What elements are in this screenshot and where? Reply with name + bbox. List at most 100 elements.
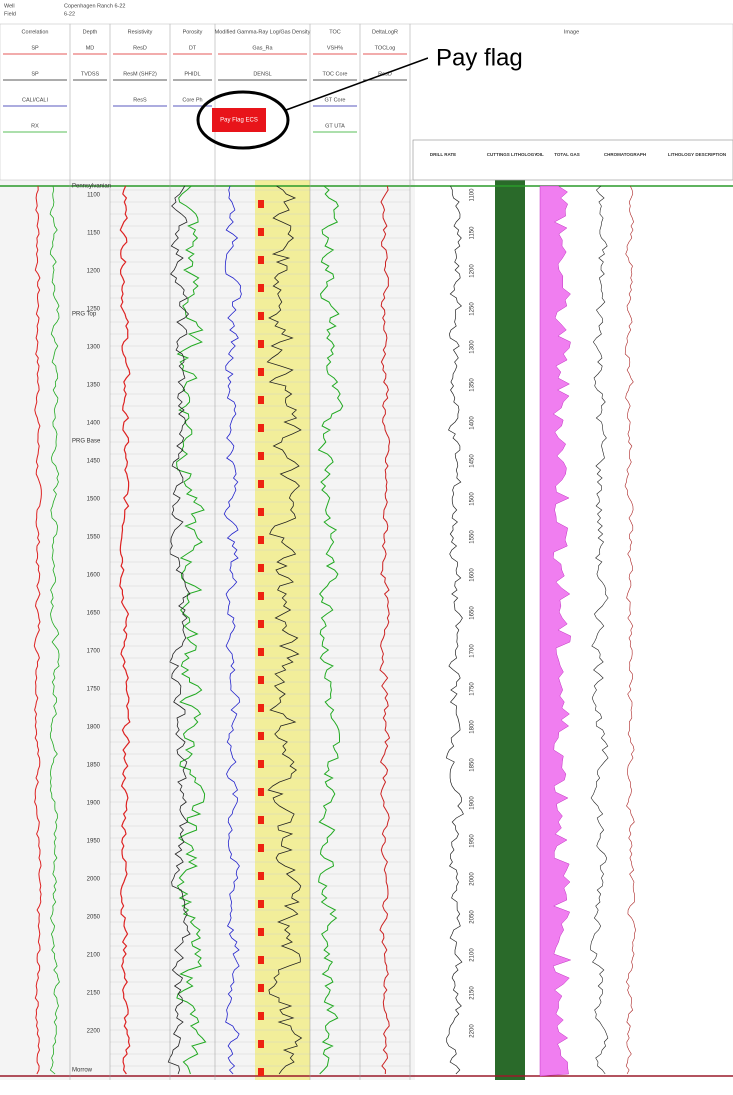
callout-text: Pay flag [436,44,523,71]
depth-label: 1250 [470,302,476,316]
curve-name: TOC Core [323,71,348,77]
pay-flag-tick [258,900,264,908]
log-curve [445,185,464,1075]
pay-flag-tick [258,256,264,264]
depth-label: 2100 [87,953,101,959]
pay-flag-tick [258,676,264,684]
pay-flag-tick [258,984,264,992]
curve-name: SP [31,71,39,77]
track-title: TOC [329,29,341,35]
formation-top: Pennsylvanian [72,184,111,190]
curve-name: CALI/CALI [22,97,48,103]
depth-label: 1800 [470,720,476,734]
pay-flag-tick [258,396,264,404]
formation-top: PRG Top [72,312,97,318]
well-title: Copenhagen Ranch 6-22 [64,3,125,9]
depth-label: 2200 [470,1024,476,1038]
callout-ellipse [196,90,290,150]
mudlog-header-label: LITHOLOGY DESCRIPTION [668,152,726,157]
depth-label: 1200 [87,269,101,275]
pay-flag-box-label: Pay Flag ECS [220,118,258,124]
log-curve [266,185,303,1075]
depth-label: 1550 [87,535,101,541]
pay-flag-tick [258,284,264,292]
callout-line [285,57,429,111]
depth-label: 1300 [470,340,476,354]
log-curve [223,185,242,1075]
depth-label: 2150 [87,991,101,997]
track-title: Correlation [22,29,49,35]
pay-flag-tick [258,312,264,320]
pay-flag-tick [258,1012,264,1020]
curve-name: MD [86,45,95,51]
pay-flag-tick [258,452,264,460]
pay-flag-tick [258,536,264,544]
pay-flag-tick [258,200,264,208]
depth-label: 1250 [87,307,101,313]
pay-flag-tick [258,788,264,796]
mudlog-header-label: CUTTINGS LITHOLOGY [487,152,538,157]
depth-label: 1400 [470,416,476,430]
pay-flag-tick [258,424,264,432]
depth-label: 1750 [470,682,476,696]
formation-top: PRG Base [72,439,101,445]
pay-flag-tick [258,228,264,236]
pay-flag-tick [258,732,264,740]
mudlog-header-label: DRILL RATE [430,152,456,157]
depth-label: 1400 [87,421,101,427]
depth-label: 1950 [87,839,101,845]
track-header [409,23,733,181]
pay-flag-tick [258,956,264,964]
depth-label: 1650 [87,611,101,617]
cuttings-column [495,180,525,1080]
depth-label: 1750 [87,687,101,693]
curve-name: TOCLog [375,45,396,51]
log-curve [379,185,391,1075]
log-curve [590,185,609,1075]
depth-label: 1350 [87,383,101,389]
pay-flag-tick [258,1068,264,1076]
depth-label: 2100 [470,948,476,962]
depth-label: 1900 [87,801,101,807]
curve-name: TVDSS [81,71,100,77]
depth-label: 1200 [470,264,476,278]
depth-label: 2000 [470,872,476,886]
depth-label: 1300 [87,345,101,351]
well-label: Well [4,3,15,9]
gas-fill [539,185,572,1077]
mudlog-header-label: CHROMATOGRAPH [604,152,646,157]
curve-name: Core Ph [182,97,202,103]
depth-label: 1900 [470,796,476,810]
pay-flag-tick [258,564,264,572]
depth-label: 1450 [87,459,101,465]
track-title: Porosity [183,29,203,35]
log-curve [317,185,344,1075]
well-subtitle: 6-22 [64,11,75,17]
log-curve [33,185,42,1075]
pay-flag-tick [258,508,264,516]
pay-flag-tick [258,704,264,712]
pay-flag-tick [258,928,264,936]
depth-label: 2050 [470,910,476,924]
pay-flag-callout: Pay Flag ECS Pay flag [196,40,558,150]
depth-label: 2200 [87,1029,101,1035]
pay-flag-tick [258,340,264,348]
pay-flag-tick [258,816,264,824]
curve-name: Gas_Ra [252,45,273,51]
depth-label: 1150 [470,226,476,240]
depth-label: 2050 [87,915,101,921]
log-area [0,180,415,1080]
depth-label: 1500 [470,492,476,506]
pay-flag-tick [258,648,264,656]
curve-name: ResD [133,45,147,51]
depth-label: 1350 [470,378,476,392]
depth-label: 1600 [470,568,476,582]
curve-name: SP [31,45,39,51]
curve-name: DENSL [253,71,271,77]
track-title: Depth [83,29,98,35]
pay-flag-tick [258,368,264,376]
depth-label: 1950 [470,834,476,848]
curve-name: ResM (SHF2) [123,71,157,77]
depth-label: 1600 [87,573,101,579]
